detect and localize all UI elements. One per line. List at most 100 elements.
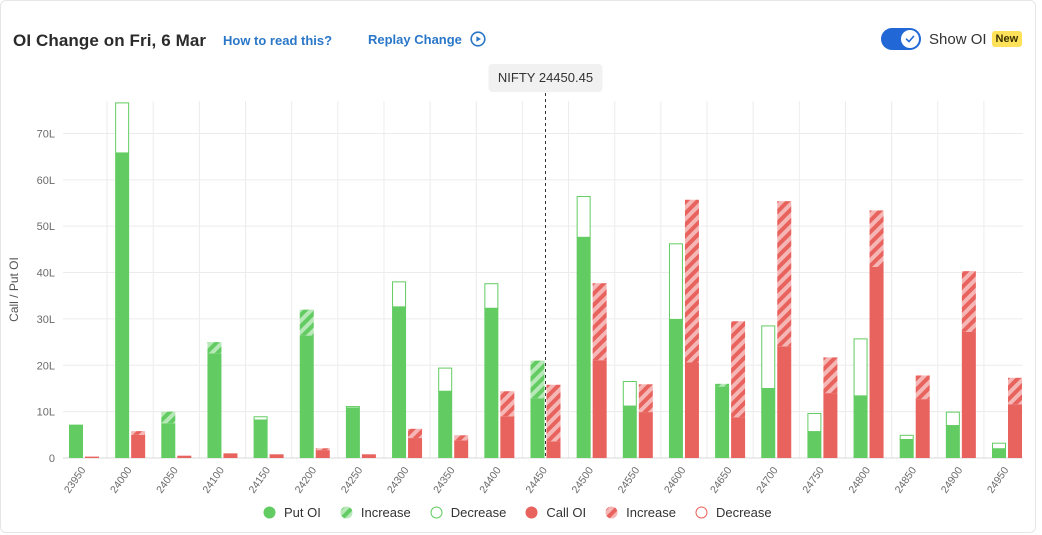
x-tick-label: 24950 xyxy=(985,465,1012,496)
legend-call-increase[interactable]: Increase xyxy=(605,505,676,520)
put-oi-bar[interactable] xyxy=(392,306,407,458)
put-decrease-bar[interactable] xyxy=(345,406,360,409)
how-to-read-link[interactable]: How to read this? xyxy=(223,33,333,48)
put-oi-bar[interactable] xyxy=(115,152,130,458)
replay-change-button[interactable]: Replay Change xyxy=(368,31,486,47)
call-increase-bar[interactable] xyxy=(131,431,146,435)
call-increase-bar[interactable] xyxy=(408,428,423,439)
x-tick-label: 24150 xyxy=(246,465,273,496)
legend-put-oi[interactable]: Put OI xyxy=(263,505,321,520)
legend-put-increase[interactable]: Increase xyxy=(340,505,411,520)
call-oi-bar[interactable] xyxy=(361,454,376,458)
call-increase-bar[interactable] xyxy=(454,435,469,441)
put-decrease-bar[interactable] xyxy=(253,416,268,421)
put-decrease-bar[interactable] xyxy=(899,434,914,440)
legend-put-decrease[interactable]: Decrease xyxy=(430,505,507,520)
play-circle-icon xyxy=(470,31,486,47)
put-oi-bar[interactable] xyxy=(345,407,360,458)
legend-label: Decrease xyxy=(450,505,507,520)
call-oi-bar[interactable] xyxy=(1008,404,1022,458)
put-oi-bar[interactable] xyxy=(161,423,176,458)
legend-call-oi[interactable]: Call OI xyxy=(525,505,586,520)
put-oi-bar[interactable] xyxy=(668,319,683,458)
put-decrease-bar[interactable] xyxy=(484,283,499,309)
put-decrease-bar[interactable] xyxy=(807,413,822,433)
call-oi-bar[interactable] xyxy=(85,456,99,458)
put-decrease-bar[interactable] xyxy=(576,196,591,238)
put-oi-bar[interactable] xyxy=(438,391,453,458)
put-decrease-bar[interactable] xyxy=(668,243,683,320)
call-increase-bar[interactable] xyxy=(684,199,699,363)
put-oi-bar[interactable] xyxy=(899,439,914,458)
call-oi-bar[interactable] xyxy=(638,412,653,458)
call-oi-bar[interactable] xyxy=(315,450,330,458)
call-oi-bar[interactable] xyxy=(546,441,561,458)
put-decrease-bar[interactable] xyxy=(853,338,868,397)
call-oi-bar[interactable] xyxy=(500,416,515,458)
put-increase-bar[interactable] xyxy=(299,309,314,336)
put-oi-bar[interactable] xyxy=(622,406,637,458)
call-increase-bar[interactable] xyxy=(546,384,561,442)
call-increase-bar[interactable] xyxy=(777,201,792,347)
call-oi-bar[interactable] xyxy=(269,454,284,458)
chart-legend: Put OI Increase Decrease Call OI Increas… xyxy=(263,505,772,520)
call-oi-bar[interactable] xyxy=(131,434,146,458)
put-oi-bar[interactable] xyxy=(207,353,222,458)
spot-price-tag xyxy=(488,64,603,92)
put-decrease-bar[interactable] xyxy=(115,102,130,154)
x-tick-label: 24400 xyxy=(477,465,504,496)
call-oi-bar[interactable] xyxy=(454,440,469,458)
call-increase-bar[interactable] xyxy=(638,384,653,413)
put-oi-bar[interactable] xyxy=(853,395,868,458)
call-oi-bar[interactable] xyxy=(177,455,192,458)
put-increase-bar[interactable] xyxy=(715,383,730,387)
put-decrease-bar[interactable] xyxy=(945,411,960,427)
call-increase-bar[interactable] xyxy=(731,321,746,418)
call-increase-bar[interactable] xyxy=(961,271,976,332)
put-oi-bar[interactable] xyxy=(69,424,83,458)
page-title: OI Change on Fri, 6 Mar xyxy=(13,31,207,50)
call-increase-bar[interactable] xyxy=(823,357,838,394)
call-increase-bar[interactable] xyxy=(315,448,330,451)
call-oi-bar[interactable] xyxy=(684,362,699,458)
put-oi-bar[interactable] xyxy=(992,448,1006,458)
put-oi-bar[interactable] xyxy=(253,419,268,458)
call-oi-bar[interactable] xyxy=(869,266,884,458)
y-tick-label: 30L xyxy=(37,314,55,326)
call-oi-bar[interactable] xyxy=(915,399,930,458)
call-increase-bar[interactable] xyxy=(869,210,884,267)
put-oi-bar[interactable] xyxy=(807,431,822,458)
call-increase-swatch-icon xyxy=(605,506,618,519)
call-oi-bar[interactable] xyxy=(823,393,838,458)
put-oi-bar[interactable] xyxy=(576,237,591,458)
put-decrease-bar[interactable] xyxy=(992,442,1006,450)
show-oi-toggle[interactable] xyxy=(881,28,921,50)
put-decrease-bar[interactable] xyxy=(761,325,776,389)
call-oi-bar[interactable] xyxy=(731,417,746,458)
put-increase-bar[interactable] xyxy=(530,360,545,399)
y-tick-label: 10L xyxy=(37,407,55,419)
put-oi-bar[interactable] xyxy=(715,386,730,458)
call-oi-bar[interactable] xyxy=(592,360,607,458)
put-increase-bar[interactable] xyxy=(161,411,176,424)
put-oi-bar[interactable] xyxy=(761,388,776,458)
put-oi-swatch-icon xyxy=(263,506,276,519)
put-decrease-bar[interactable] xyxy=(438,367,453,392)
put-increase-bar[interactable] xyxy=(207,342,222,354)
legend-call-decrease[interactable]: Decrease xyxy=(695,505,772,520)
call-increase-bar[interactable] xyxy=(1008,377,1022,405)
put-decrease-bar[interactable] xyxy=(622,381,637,407)
x-tick-label: 24200 xyxy=(293,465,320,496)
put-oi-bar[interactable] xyxy=(299,335,314,458)
put-decrease-bar[interactable] xyxy=(392,281,407,308)
put-oi-bar[interactable] xyxy=(530,398,545,458)
call-oi-bar[interactable] xyxy=(777,346,792,458)
call-increase-bar[interactable] xyxy=(500,391,515,417)
call-oi-bar[interactable] xyxy=(408,438,423,458)
call-oi-bar[interactable] xyxy=(223,453,238,458)
put-oi-bar[interactable] xyxy=(484,308,499,458)
put-oi-bar[interactable] xyxy=(945,425,960,458)
call-increase-bar[interactable] xyxy=(592,283,607,361)
call-oi-bar[interactable] xyxy=(961,331,976,458)
call-increase-bar[interactable] xyxy=(915,375,930,400)
